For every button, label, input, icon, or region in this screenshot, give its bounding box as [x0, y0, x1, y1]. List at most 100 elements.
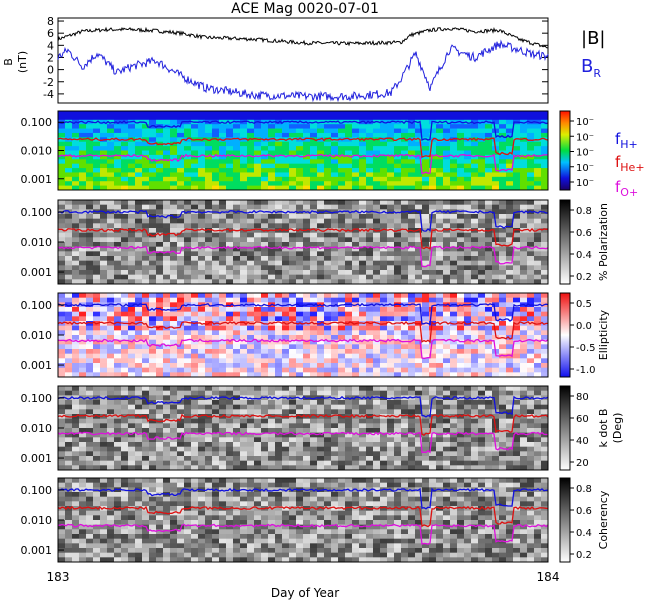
- spectrogram-cell: [345, 256, 353, 262]
- spectrogram-cell: [121, 386, 129, 392]
- spectrogram-cell: [527, 372, 535, 378]
- spectrogram-cell: [58, 124, 66, 129]
- spectrogram-cell: [261, 256, 269, 262]
- spectrogram-cell: [212, 316, 220, 322]
- spectrogram-cell: [387, 150, 395, 156]
- spectrogram-cell: [93, 293, 101, 299]
- spectrogram-cell: [366, 232, 374, 238]
- spectrogram-cell: [135, 307, 143, 313]
- spectrogram-cell: [541, 260, 549, 266]
- spectrogram-cell: [184, 460, 192, 466]
- spectrogram-cell: [233, 451, 241, 457]
- spectrogram-cell: [303, 311, 311, 317]
- spectrogram-cell: [100, 409, 108, 415]
- spectrogram-cell: [128, 237, 136, 243]
- spectrogram-cell: [261, 265, 269, 271]
- spectrogram-cell: [107, 344, 115, 350]
- spectrogram-cell: [191, 339, 199, 345]
- spectrogram-cell: [464, 330, 472, 336]
- spectrogram-cell: [191, 349, 199, 355]
- spectrogram-cell: [352, 372, 360, 378]
- spectrogram-cell: [352, 256, 360, 262]
- spectrogram-cell: [79, 432, 87, 438]
- spectrogram-cell: [275, 279, 283, 285]
- spectrogram-cell: [93, 325, 101, 331]
- y-tick-label: 2: [47, 51, 54, 64]
- spectrogram-cell: [345, 214, 353, 220]
- spectrogram-cell: [198, 335, 206, 341]
- spectrogram-cell: [226, 446, 234, 452]
- spectrogram-cell: [184, 181, 192, 187]
- spectrogram-cell: [254, 353, 262, 359]
- spectrogram-cell: [114, 367, 122, 373]
- spectrogram-cell: [436, 363, 444, 369]
- spectrogram-cell: [233, 265, 241, 271]
- spectrogram-cell: [373, 297, 381, 303]
- spectrogram-cell: [170, 172, 178, 178]
- spectrogram-cell: [380, 141, 388, 147]
- spectrogram-cell: [373, 395, 381, 401]
- spectrogram-cell: [128, 246, 136, 252]
- spectrogram-cell: [310, 428, 318, 434]
- spectrogram-cell: [541, 168, 549, 173]
- spectrogram-cell: [394, 124, 402, 129]
- spectrogram-cell: [226, 176, 234, 182]
- spectrogram-cell: [65, 265, 73, 271]
- spectrogram-cell: [177, 256, 185, 262]
- spectrogram-cell: [387, 390, 395, 396]
- spectrogram-cell: [254, 465, 262, 471]
- spectrogram-cell: [513, 307, 521, 313]
- spectrogram-cell: [450, 446, 458, 452]
- spectrogram-cell: [541, 150, 549, 156]
- spectrogram-cell: [212, 214, 220, 220]
- spectrogram-cell: [177, 274, 185, 280]
- spectrogram-cell: [100, 204, 108, 210]
- spectrogram-cell: [205, 204, 213, 210]
- spectrogram-cell: [86, 260, 94, 266]
- spectrogram-cell: [275, 456, 283, 462]
- spectrogram-cell: [499, 154, 507, 160]
- spectrogram-cell: [226, 335, 234, 341]
- spectrogram-cell: [198, 146, 206, 151]
- spectrogram-cell: [394, 335, 402, 341]
- spectrogram-cell: [373, 124, 381, 129]
- spectrogram-cell: [170, 451, 178, 457]
- spectrogram-cell: [422, 358, 430, 364]
- spectrogram-cell: [317, 115, 325, 121]
- spectrogram-cell: [471, 400, 479, 406]
- spectrogram-cell: [114, 251, 122, 257]
- spectrogram-cell: [156, 260, 164, 266]
- spectrogram-cell: [443, 460, 451, 466]
- spectrogram-cell: [79, 339, 87, 345]
- spectrogram-cell: [72, 372, 80, 378]
- spectrogram-cell: [303, 330, 311, 336]
- spectrogram-cell: [345, 200, 353, 206]
- spectrogram-cell: [457, 181, 465, 187]
- spectrogram-cell: [513, 349, 521, 355]
- spectrogram-cell: [478, 437, 486, 443]
- spectrogram-cell: [121, 154, 129, 160]
- spectrogram-cell: [275, 115, 283, 121]
- spectrogram-cell: [436, 404, 444, 410]
- spectrogram-cell: [366, 325, 374, 331]
- spectrogram-cell: [135, 428, 143, 434]
- spectrogram-cell: [254, 437, 262, 443]
- spectrogram-cell: [345, 251, 353, 257]
- spectrogram-cell: [226, 185, 234, 191]
- spectrogram-cell: [394, 460, 402, 466]
- spectrogram-cell: [163, 128, 171, 134]
- spectrogram-cell: [499, 246, 507, 252]
- spectrogram-cell: [408, 423, 416, 429]
- spectrogram-cell: [240, 367, 248, 373]
- spectrogram-cell: [324, 223, 332, 229]
- spectrogram-cell: [79, 353, 87, 359]
- spectrogram-cell: [303, 214, 311, 220]
- spectrogram-cell: [541, 214, 549, 220]
- spectrogram-cell: [58, 137, 66, 143]
- spectrogram-cell: [457, 214, 465, 220]
- spectrogram-cell: [359, 119, 367, 125]
- spectrogram-cell: [310, 400, 318, 406]
- spectrogram-cell: [429, 242, 437, 248]
- spectrogram-cell: [457, 124, 465, 129]
- spectrogram-cell: [359, 242, 367, 248]
